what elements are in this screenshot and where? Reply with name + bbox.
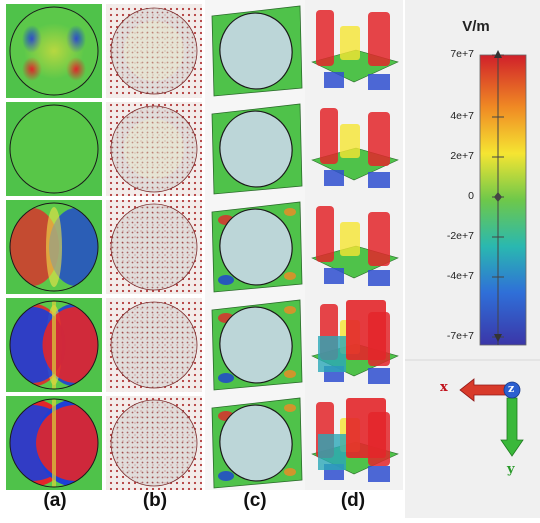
panel-label-c: (c): [243, 490, 267, 511]
x-axis-label: x: [440, 380, 448, 395]
max-marker-icon: [494, 50, 502, 58]
panel-label-d: (d): [340, 490, 366, 511]
tick-label: 0: [468, 190, 474, 202]
x-arrow-icon: [459, 378, 511, 402]
y-arrow-icon: [500, 397, 524, 457]
panel-b-row: [106, 396, 202, 490]
panel-d-row: [311, 300, 399, 384]
panel-a-row: [6, 396, 102, 490]
panel-d-row: [311, 10, 399, 90]
panel-label-a: (a): [43, 490, 67, 511]
tick-label: 2e+7: [450, 150, 474, 162]
tick-label: -7e+7: [446, 330, 474, 342]
panel-a-row: [6, 4, 102, 98]
z-axis-label: z: [508, 382, 515, 395]
panel-a-row: [6, 102, 102, 196]
colorbar: [479, 54, 527, 346]
panel-label-b: (b): [142, 490, 168, 511]
panel-c-row: [211, 103, 303, 195]
panel-c-row: [211, 397, 303, 489]
panel-d-row: [311, 206, 399, 286]
y-axis-label: y: [507, 462, 515, 477]
tick-label: 7e+7: [450, 48, 474, 60]
panel-a-row: [6, 200, 102, 294]
tick-label: -2e+7: [446, 230, 474, 242]
panel-b-row: [106, 200, 202, 294]
zero-marker-icon: [494, 192, 502, 202]
panel-d-row: [311, 398, 399, 482]
z-axis-icon: [503, 381, 521, 399]
panel-b-row: [106, 298, 202, 392]
panel-d-row: [311, 108, 399, 188]
panel-a-row: [6, 298, 102, 392]
axes-triad: [459, 378, 524, 457]
panel-b-row: [106, 4, 202, 98]
colorbar-unit: V/m: [462, 18, 490, 35]
min-marker-icon: [494, 334, 502, 342]
panel-c-row: [211, 5, 303, 97]
panel-c-row: [211, 299, 303, 391]
tick-label: 4e+7: [450, 110, 474, 122]
panel-c-row: [211, 201, 303, 293]
panel-b-row: [106, 102, 202, 196]
tick-label: -4e+7: [446, 270, 474, 282]
